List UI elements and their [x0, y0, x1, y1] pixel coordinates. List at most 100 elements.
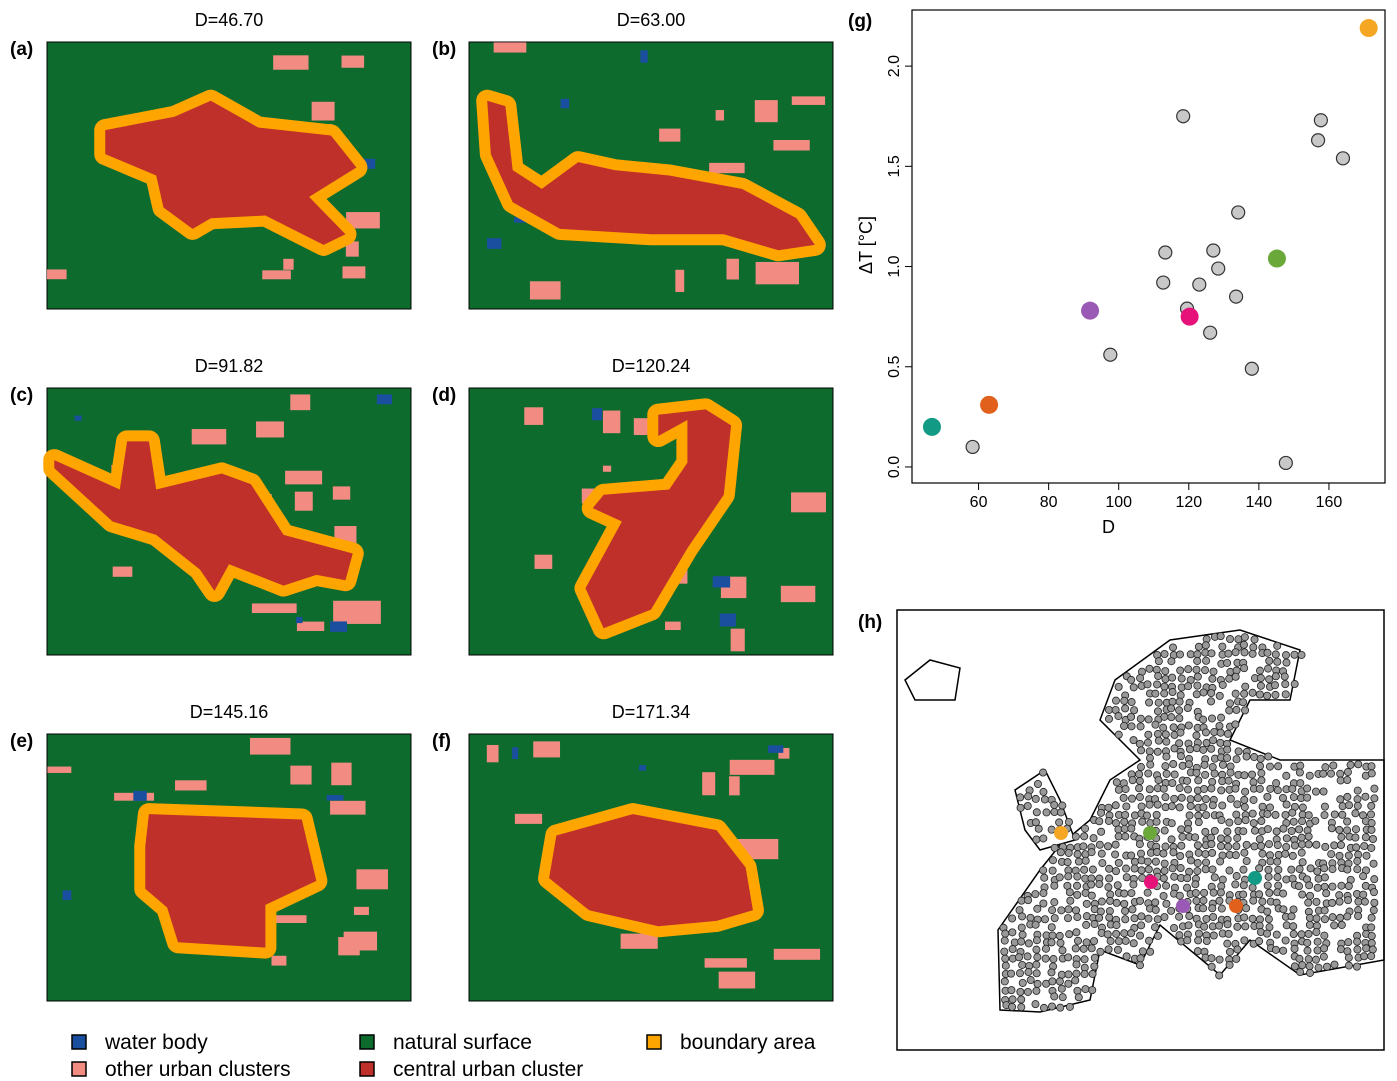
city: [1258, 849, 1267, 858]
map-panel: [468, 387, 834, 656]
city: [1224, 929, 1233, 938]
city: [1241, 816, 1250, 825]
city: [1265, 656, 1274, 665]
city: [1295, 882, 1304, 891]
other-urban: [529, 281, 561, 300]
city: [1271, 681, 1280, 690]
city: [1136, 931, 1145, 940]
city: [1176, 666, 1185, 675]
city: [1154, 776, 1163, 785]
city: [1057, 906, 1066, 915]
city: [1177, 825, 1186, 834]
city: [1255, 784, 1264, 793]
city: [1263, 929, 1272, 938]
city: [1232, 705, 1241, 714]
city: [1199, 715, 1208, 724]
city: [1330, 921, 1339, 930]
point: [1103, 347, 1118, 362]
city: [1113, 881, 1122, 890]
city: [1239, 698, 1248, 707]
city: [1055, 931, 1064, 940]
city: [1279, 905, 1288, 914]
panel-title: D=145.16: [190, 702, 269, 722]
city: [1087, 944, 1096, 953]
city: [1367, 931, 1376, 940]
city: [1168, 643, 1177, 652]
y-tick-label: 1.5: [886, 155, 903, 177]
city: [1226, 768, 1235, 777]
city: [1064, 979, 1073, 988]
y-tick-label: 0.5: [886, 356, 903, 378]
city: [1263, 881, 1272, 890]
city: [1112, 778, 1121, 787]
city: [1298, 961, 1307, 970]
city: [1288, 851, 1297, 860]
city: [1058, 801, 1067, 810]
city: [1240, 913, 1249, 922]
city: [1152, 817, 1161, 826]
city: [1103, 930, 1112, 939]
water: [358, 158, 376, 169]
city: [1048, 977, 1057, 986]
city: [1209, 736, 1218, 745]
city: [1031, 890, 1040, 899]
city: [1183, 936, 1192, 945]
city: [1120, 899, 1129, 908]
city: [1297, 650, 1306, 659]
city: [1081, 856, 1090, 865]
city: [1167, 704, 1176, 713]
legend-label: other urban clusters: [105, 1058, 291, 1081]
city: [1223, 939, 1232, 948]
city: [1314, 963, 1323, 972]
city: [1112, 867, 1121, 876]
city: [1194, 848, 1203, 857]
city: [1082, 938, 1091, 947]
city: [1296, 761, 1305, 770]
city: [1255, 864, 1264, 873]
city: [1177, 841, 1186, 850]
city: [1129, 939, 1138, 948]
city: [1328, 913, 1337, 922]
city: [1208, 865, 1217, 874]
city: [1226, 635, 1235, 644]
map-frame: [896, 609, 1385, 1051]
city: [1330, 810, 1339, 819]
city: [1298, 817, 1307, 826]
city: [1353, 801, 1362, 810]
other-urban: [251, 603, 297, 614]
city: [1248, 809, 1257, 818]
panel-title: D=120.24: [612, 356, 691, 376]
city: [1104, 945, 1113, 954]
city: [1065, 1002, 1074, 1011]
point: [1228, 289, 1244, 304]
other-urban: [778, 747, 790, 759]
city: [1032, 835, 1041, 844]
city: [1064, 905, 1073, 914]
city: [1160, 913, 1169, 922]
city: [1001, 961, 1010, 970]
x-tick-label: 100: [1105, 494, 1132, 511]
city: [1167, 906, 1176, 915]
other-urban: [330, 800, 366, 815]
city: [1114, 858, 1123, 867]
city: [1282, 842, 1291, 851]
city: [1097, 827, 1106, 836]
city: [1320, 864, 1329, 873]
city: [1055, 977, 1064, 986]
city: [1209, 912, 1218, 921]
city: [1058, 993, 1067, 1002]
city: [1056, 808, 1065, 817]
city: [1256, 754, 1265, 763]
city: [1360, 952, 1369, 961]
city: [1135, 770, 1144, 779]
other-urban: [533, 741, 561, 758]
city: [1303, 938, 1312, 947]
city: [1288, 784, 1297, 793]
city: [1193, 793, 1202, 802]
city: [1225, 866, 1234, 875]
x-tick-label: 160: [1316, 494, 1343, 511]
city: [1184, 682, 1193, 691]
city: [1168, 864, 1177, 873]
city: [1335, 825, 1344, 834]
city: [1272, 827, 1281, 836]
